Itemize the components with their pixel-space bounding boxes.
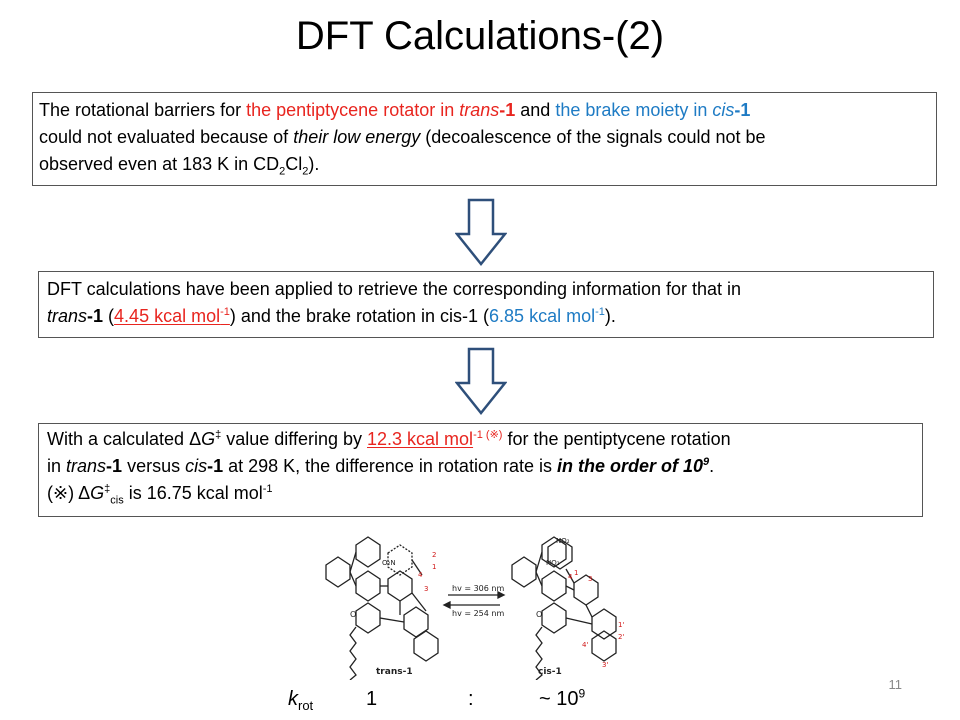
rate-constant-label: krot — [288, 688, 314, 713]
box1-line-2: could not evaluated because of their low… — [39, 127, 766, 147]
reverse-condition: hv = 254 nm — [452, 609, 504, 618]
box2-line-2: trans-1 (4.45 kcal mol-1) and the brake … — [47, 306, 616, 326]
box3-line-2: in trans-1 versus cis-1 at 298 K, the di… — [47, 456, 715, 476]
nitro-label: O₂N — [382, 559, 396, 567]
photoisomerization-scheme: hv = 306 nm hv = 254 nm trans-1 cis-1 O₂… — [325, 536, 624, 680]
position-label: 4 — [418, 571, 423, 579]
trans-1-structure — [325, 536, 617, 680]
page-number: 11 — [888, 677, 903, 692]
position-label: 4' — [582, 641, 588, 649]
highlight-rotator: the pentiptycene rotator in trans-1 — [246, 100, 516, 120]
position-label: 2' — [618, 633, 624, 641]
nitro-label: NO₂ — [546, 559, 560, 567]
page-title: DFT Calculations-(2) — [295, 14, 665, 58]
rate-difference-box: With a calculated ΔG‡ value differing by… — [38, 423, 923, 517]
forward-condition: hv = 306 nm — [452, 584, 504, 593]
oxygen-label: O — [350, 610, 356, 619]
box3-line-3: (※) ΔG‡cis is 16.75 kcal mol-1 — [47, 483, 273, 507]
highlight-brake: the brake moiety in cis-1 — [555, 100, 751, 120]
position-label: 3' — [602, 661, 608, 669]
text: The rotational barriers for — [39, 100, 247, 120]
barrier-difference-value: 12.3 kcal mol-1 (※) — [367, 429, 503, 449]
cis-barrier-value: 6.85 kcal mol-1 — [489, 306, 605, 326]
position-label: 1' — [618, 621, 624, 629]
box1-line-1: The rotational barriers for the pentipty… — [39, 97, 936, 124]
position-label: 1 — [574, 569, 578, 577]
cis-rate-value: ~ 109 — [539, 686, 586, 710]
dft-result-box: DFT calculations have been applied to re… — [38, 271, 934, 338]
box3-line-1: With a calculated ΔG‡ value differing by… — [47, 429, 731, 449]
position-label: 3 — [588, 575, 592, 583]
emphasis-low-energy: their low energy — [293, 127, 421, 147]
box2-line-1: DFT calculations have been applied to re… — [47, 279, 742, 299]
text: and — [515, 100, 556, 120]
down-arrow-icon — [455, 347, 507, 415]
problem-statement-box: The rotational barriers for the pentipty… — [32, 92, 937, 186]
down-arrow-icon — [455, 198, 507, 266]
box1-line-3: observed even at 183 K in CD2Cl2). — [39, 154, 320, 178]
position-label: 3 — [424, 585, 428, 593]
nitro-label: NO₂ — [556, 537, 570, 545]
position-label: 2 — [432, 551, 436, 559]
position-label: 1 — [432, 563, 436, 571]
trans-barrier-value: 4.45 kcal mol-1 — [114, 306, 230, 326]
oxygen-label: O — [536, 610, 542, 619]
cis-1-label: cis-1 — [538, 667, 562, 677]
position-label: 4 — [568, 573, 573, 581]
trans-1-label: trans-1 — [376, 667, 413, 677]
order-of-magnitude: in the order of 10 — [556, 456, 704, 476]
ratio-separator: : — [468, 688, 474, 710]
trans-rate-value: 1 — [366, 688, 378, 710]
